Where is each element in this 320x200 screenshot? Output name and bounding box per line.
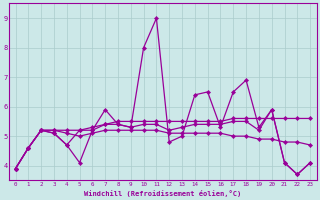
X-axis label: Windchill (Refroidissement éolien,°C): Windchill (Refroidissement éolien,°C) [84, 190, 242, 197]
